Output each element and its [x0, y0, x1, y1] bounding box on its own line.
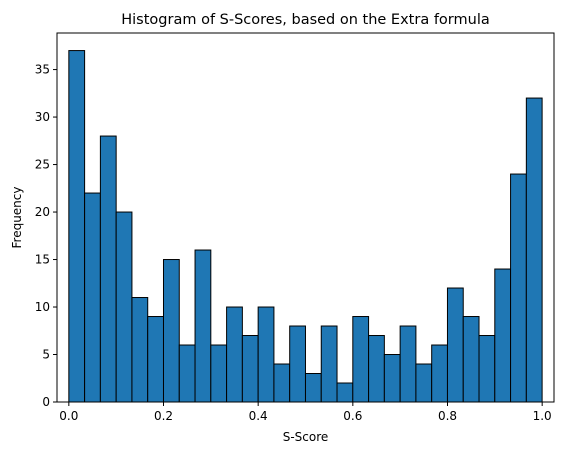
- histogram-bar: [431, 344, 448, 403]
- histogram-bar: [462, 316, 480, 403]
- histogram-bar: [68, 50, 86, 403]
- y-tick-label: 35: [35, 63, 50, 77]
- x-axis: 0.0 0.2 0.4 0.6 0.8 1.0: [59, 402, 552, 423]
- y-tick-label: 30: [35, 110, 50, 124]
- histogram-bar: [210, 344, 228, 403]
- histogram-bar: [147, 316, 164, 403]
- y-axis-label: Frequency: [10, 187, 24, 249]
- histogram-bar: [115, 211, 133, 403]
- y-tick-label: 20: [35, 205, 50, 219]
- histogram-bar: [478, 335, 496, 403]
- plot-frame: [56, 32, 555, 403]
- histogram-bar: [178, 344, 196, 403]
- histogram-bar: [131, 297, 149, 403]
- histogram-bar: [304, 373, 322, 403]
- x-tick-label: 0.4: [249, 409, 268, 423]
- histogram-bar: [399, 325, 417, 403]
- histogram-bar: [494, 268, 512, 403]
- x-tick-label: 0.2: [154, 409, 173, 423]
- histogram-bar: [320, 325, 338, 403]
- y-tick-label: 10: [35, 300, 50, 314]
- histogram-bar: [383, 354, 401, 403]
- y-tick-label: 0: [42, 395, 50, 409]
- chart-title: Histogram of S-Scores, based on the Extr…: [121, 12, 489, 28]
- histogram-bar: [226, 306, 243, 403]
- y-tick-label: 25: [35, 158, 50, 172]
- histogram-bar: [84, 192, 101, 403]
- x-tick-label: 1.0: [533, 409, 552, 423]
- y-tick-label: 5: [42, 348, 50, 362]
- histogram-bar: [194, 249, 212, 403]
- histogram-bar: [352, 316, 370, 403]
- histogram-bar: [446, 287, 464, 403]
- x-tick-label: 0.0: [59, 409, 78, 423]
- x-tick-label: 0.6: [343, 409, 362, 423]
- histogram-bar: [241, 335, 259, 403]
- bars-group: [68, 50, 543, 403]
- histogram-bar: [289, 325, 306, 403]
- histogram-bar: [257, 306, 275, 403]
- histogram-bar: [415, 363, 433, 403]
- histogram-bar: [162, 259, 180, 403]
- y-tick-label: 15: [35, 253, 50, 267]
- x-axis-label: S-Score: [283, 430, 329, 444]
- histogram-bar: [368, 335, 385, 403]
- histogram-bar: [99, 135, 117, 403]
- y-axis: 0 5 10 15 20 25 30 35: [35, 63, 57, 409]
- x-tick-label: 0.8: [438, 409, 457, 423]
- histogram-bar: [336, 382, 354, 403]
- histogram-bar: [525, 97, 543, 403]
- histogram-bar: [510, 173, 527, 403]
- histogram-bar: [273, 363, 291, 403]
